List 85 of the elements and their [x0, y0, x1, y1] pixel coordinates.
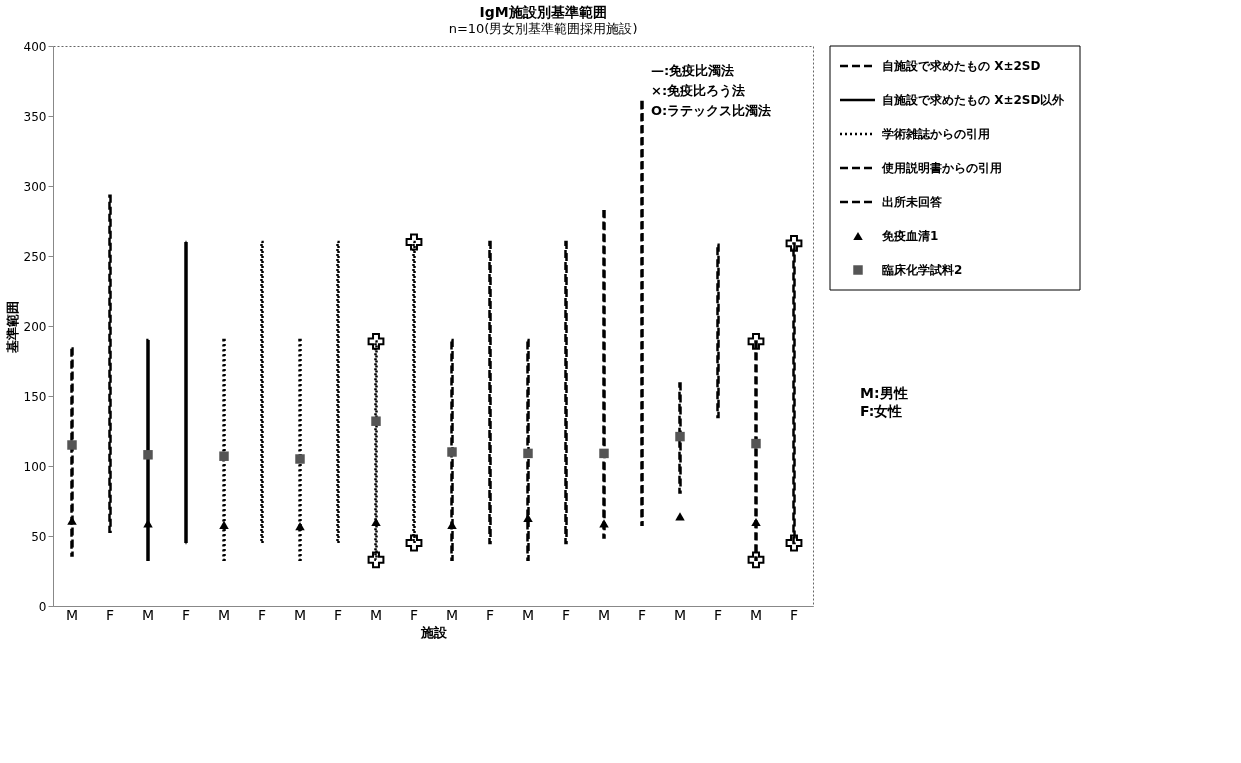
x-tick-label: M: [445, 606, 459, 623]
bar: [488, 240, 492, 545]
bar: [716, 243, 720, 419]
bar: [640, 100, 644, 527]
point: [447, 447, 457, 457]
x-tick-label: F: [181, 606, 191, 623]
x-tick-label: F: [637, 606, 647, 623]
x-tick-label: M: [521, 606, 535, 623]
x-tick-label: M: [369, 606, 383, 623]
y-axis-title: 基準範囲: [4, 300, 20, 354]
point: [67, 440, 77, 450]
x-tick-label: F: [713, 606, 723, 623]
bar: [70, 347, 74, 557]
y-tick-label: 200: [23, 319, 47, 334]
point: [751, 517, 761, 527]
point: [371, 416, 381, 426]
legend-label: 免疫血清1: [881, 229, 939, 243]
x-tick-label: F: [561, 606, 571, 623]
legend-label: 出所未回答: [882, 195, 943, 209]
y-tick-label: 100: [23, 459, 47, 474]
point: [675, 512, 685, 521]
legend-label: 自施設で求めたもの X±2SD: [882, 59, 1041, 73]
y-tick-label: 400: [23, 39, 47, 54]
point: [785, 234, 803, 252]
text: F:女性: [860, 403, 903, 419]
point: [219, 451, 229, 461]
y-tick-label: 0: [38, 599, 47, 614]
point: [785, 534, 803, 552]
x-tick-label: M: [673, 606, 687, 623]
point: [523, 448, 533, 459]
bar: [678, 382, 682, 494]
y-tick-label: 250: [23, 249, 47, 264]
x-tick-label: M: [293, 606, 307, 623]
annotation: ×:免疫比ろう法: [651, 83, 746, 98]
x-tick-label: M: [141, 606, 155, 623]
point: [143, 450, 153, 460]
bar: [450, 338, 454, 562]
point: [751, 438, 761, 449]
bar: [336, 240, 340, 545]
point: [747, 551, 765, 569]
x-axis-title: 施設: [419, 624, 448, 640]
bar: [526, 338, 530, 562]
text: M:男性: [860, 385, 908, 401]
x-tick-label: F: [105, 606, 115, 623]
annotation: —:免疫比濁法: [651, 63, 735, 78]
legend-label: 学術雑誌からの引用: [882, 127, 990, 141]
point: [447, 520, 457, 529]
point: [371, 517, 381, 527]
x-tick-label: F: [257, 606, 267, 623]
x-tick-label: M: [597, 606, 611, 623]
bar: [184, 240, 188, 545]
y-tick-label: 300: [23, 179, 47, 194]
legend-label: 自施設で求めたもの X±2SD以外: [882, 93, 1066, 107]
bar: [222, 338, 226, 562]
point: [599, 448, 609, 459]
point: [295, 454, 305, 464]
point: [405, 534, 423, 552]
bar: [298, 338, 302, 562]
point: [219, 520, 229, 529]
bar: [260, 240, 264, 545]
chart-title: IgM施設別基準範囲: [479, 3, 607, 20]
x-tick-label: F: [409, 606, 419, 623]
y-tick-label: 350: [23, 109, 47, 124]
point: [367, 332, 385, 350]
x-tick-label: M: [65, 606, 79, 623]
annotation: O:ラテックス比濁法: [651, 103, 772, 118]
point: [747, 332, 765, 350]
y-tick-label: 150: [23, 389, 47, 404]
bar: [108, 194, 112, 534]
point: [367, 551, 385, 569]
point: [405, 233, 423, 251]
x-tick-label: M: [749, 606, 763, 623]
x-tick-label: F: [485, 606, 495, 623]
point: [675, 431, 685, 442]
y-tick-label: 50: [31, 529, 47, 544]
point: [599, 519, 609, 528]
bar: [564, 240, 568, 545]
legend-label: 使用説明書からの引用: [881, 161, 1002, 175]
chart-subtitle: n=10(男女別基準範囲採用施設): [448, 20, 638, 36]
point: [295, 522, 305, 531]
bar: [146, 338, 150, 562]
legend-label: 臨床化学試料2: [882, 263, 963, 277]
x-tick-label: M: [217, 606, 231, 623]
x-tick-label: F: [789, 606, 799, 623]
x-tick-label: F: [333, 606, 343, 623]
